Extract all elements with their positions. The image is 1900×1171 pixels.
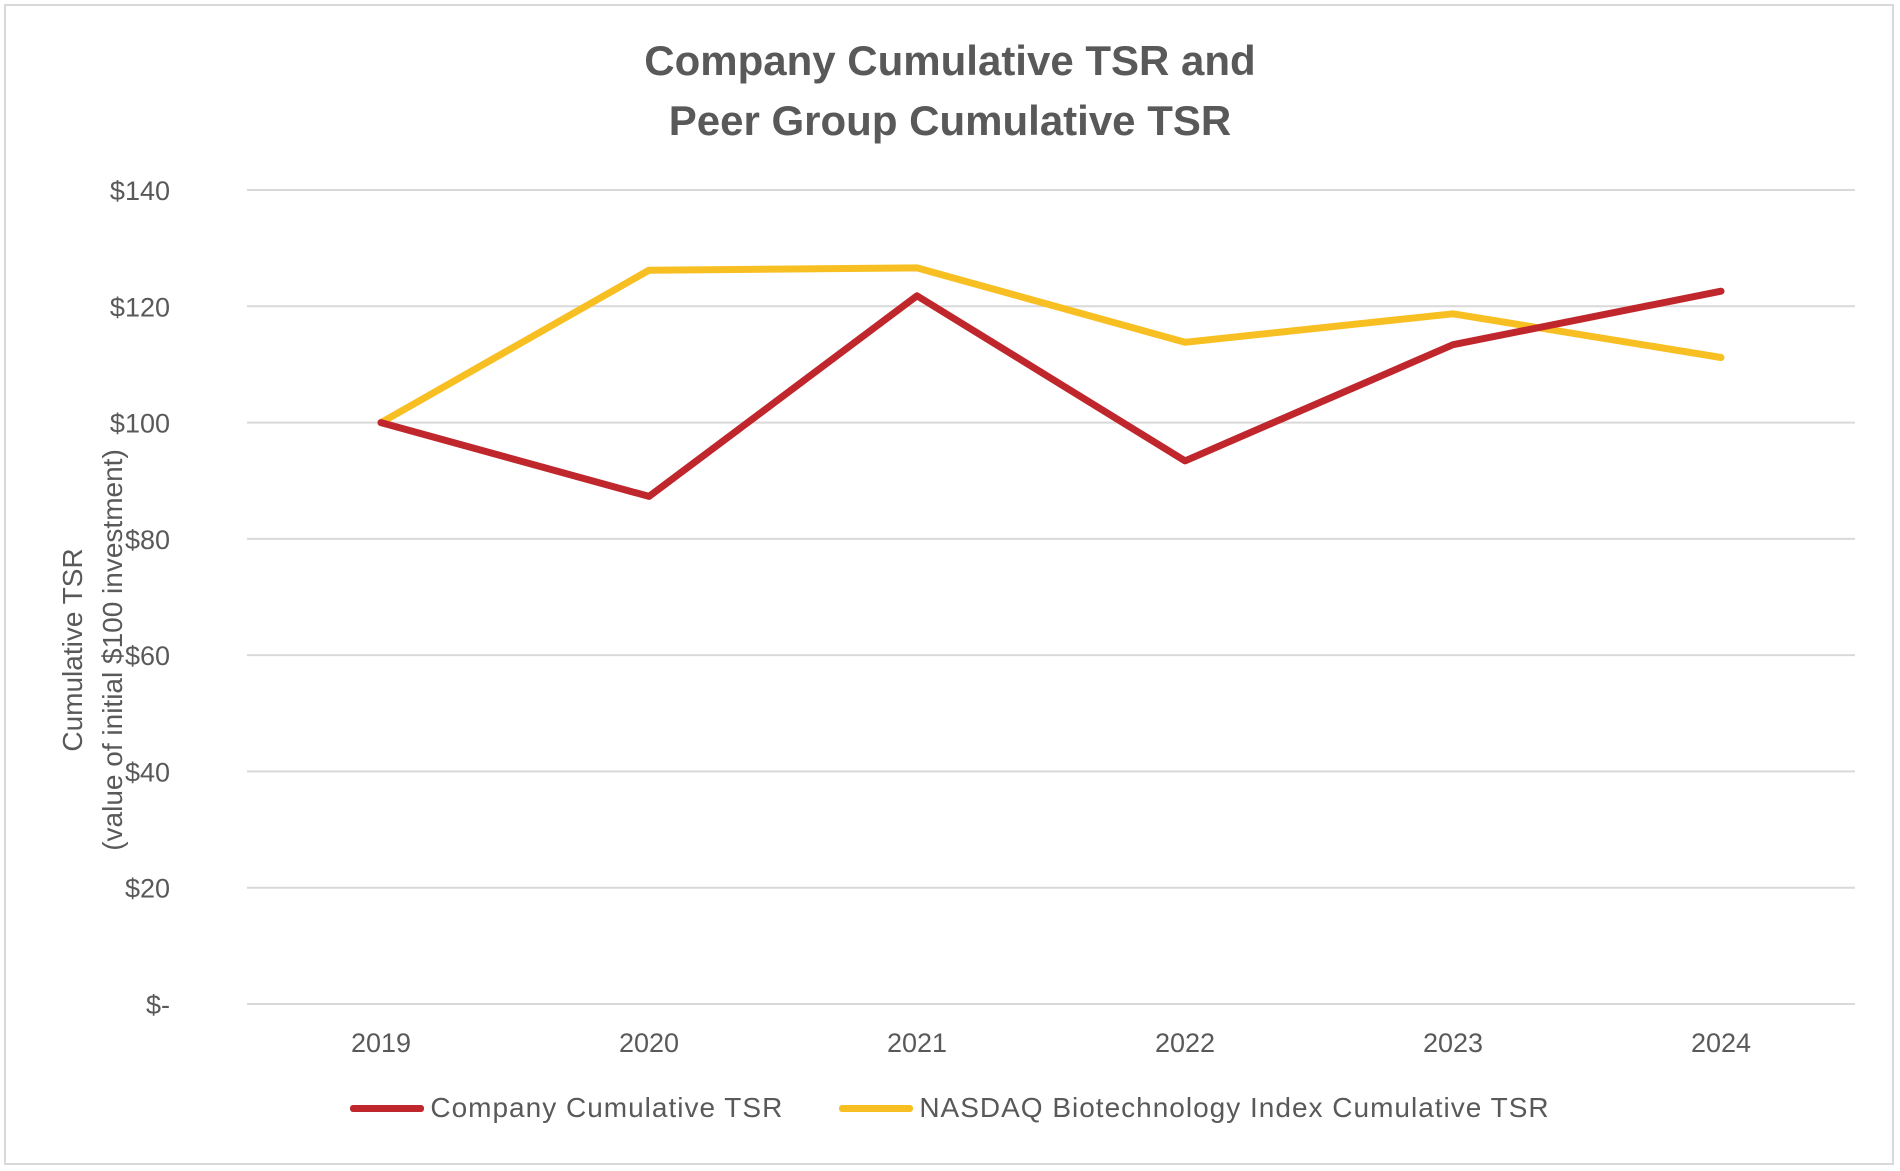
y-tick-label: $- [146,990,170,1020]
y-tick-label: $120 [110,292,170,322]
y-axis-label-line-2: (value of initial $100 investment) [97,449,128,851]
legend: Company Cumulative TSR NASDAQ Biotechnol… [0,1092,1900,1124]
y-axis-ticks: $- $20 $40 $60 $80 $100 $120 $140 [110,176,170,1020]
x-tick-label: 2021 [887,1028,947,1058]
legend-swatch-company [350,1104,425,1112]
legend-label-company: Company Cumulative TSR [430,1092,784,1123]
legend-item-company: Company Cumulative TSR [350,1092,783,1124]
legend-item-nasdaq: NASDAQ Biotechnology Index Cumulative TS… [839,1092,1549,1124]
y-tick-label: $140 [110,176,170,206]
x-axis-ticks: 2019 2020 2021 2022 2023 2024 [351,1028,1751,1058]
x-tick-label: 2019 [351,1028,411,1058]
x-tick-label: 2020 [619,1028,679,1058]
y-tick-label: $60 [125,641,170,671]
x-tick-label: 2024 [1691,1028,1751,1058]
y-tick-label: $40 [125,757,170,787]
x-tick-label: 2022 [1155,1028,1215,1058]
series-line-nasdaq [377,264,1725,427]
y-tick-label: $80 [125,525,170,555]
legend-swatch-nasdaq [839,1104,914,1112]
series-lines [377,264,1725,500]
y-tick-label: $100 [110,409,170,439]
chart-title-line-2: Peer Group Cumulative TSR [668,97,1232,144]
chart-frame [4,4,1894,1165]
y-axis-label-line-1: Cumulative TSR [57,548,88,751]
y-tick-label: $20 [125,874,170,904]
legend-label-nasdaq: NASDAQ Biotechnology Index Cumulative TS… [919,1092,1550,1123]
chart-title-line-1: Company Cumulative TSR and [644,37,1256,84]
series-line-company [377,287,1725,500]
x-tick-label: 2023 [1423,1028,1483,1058]
